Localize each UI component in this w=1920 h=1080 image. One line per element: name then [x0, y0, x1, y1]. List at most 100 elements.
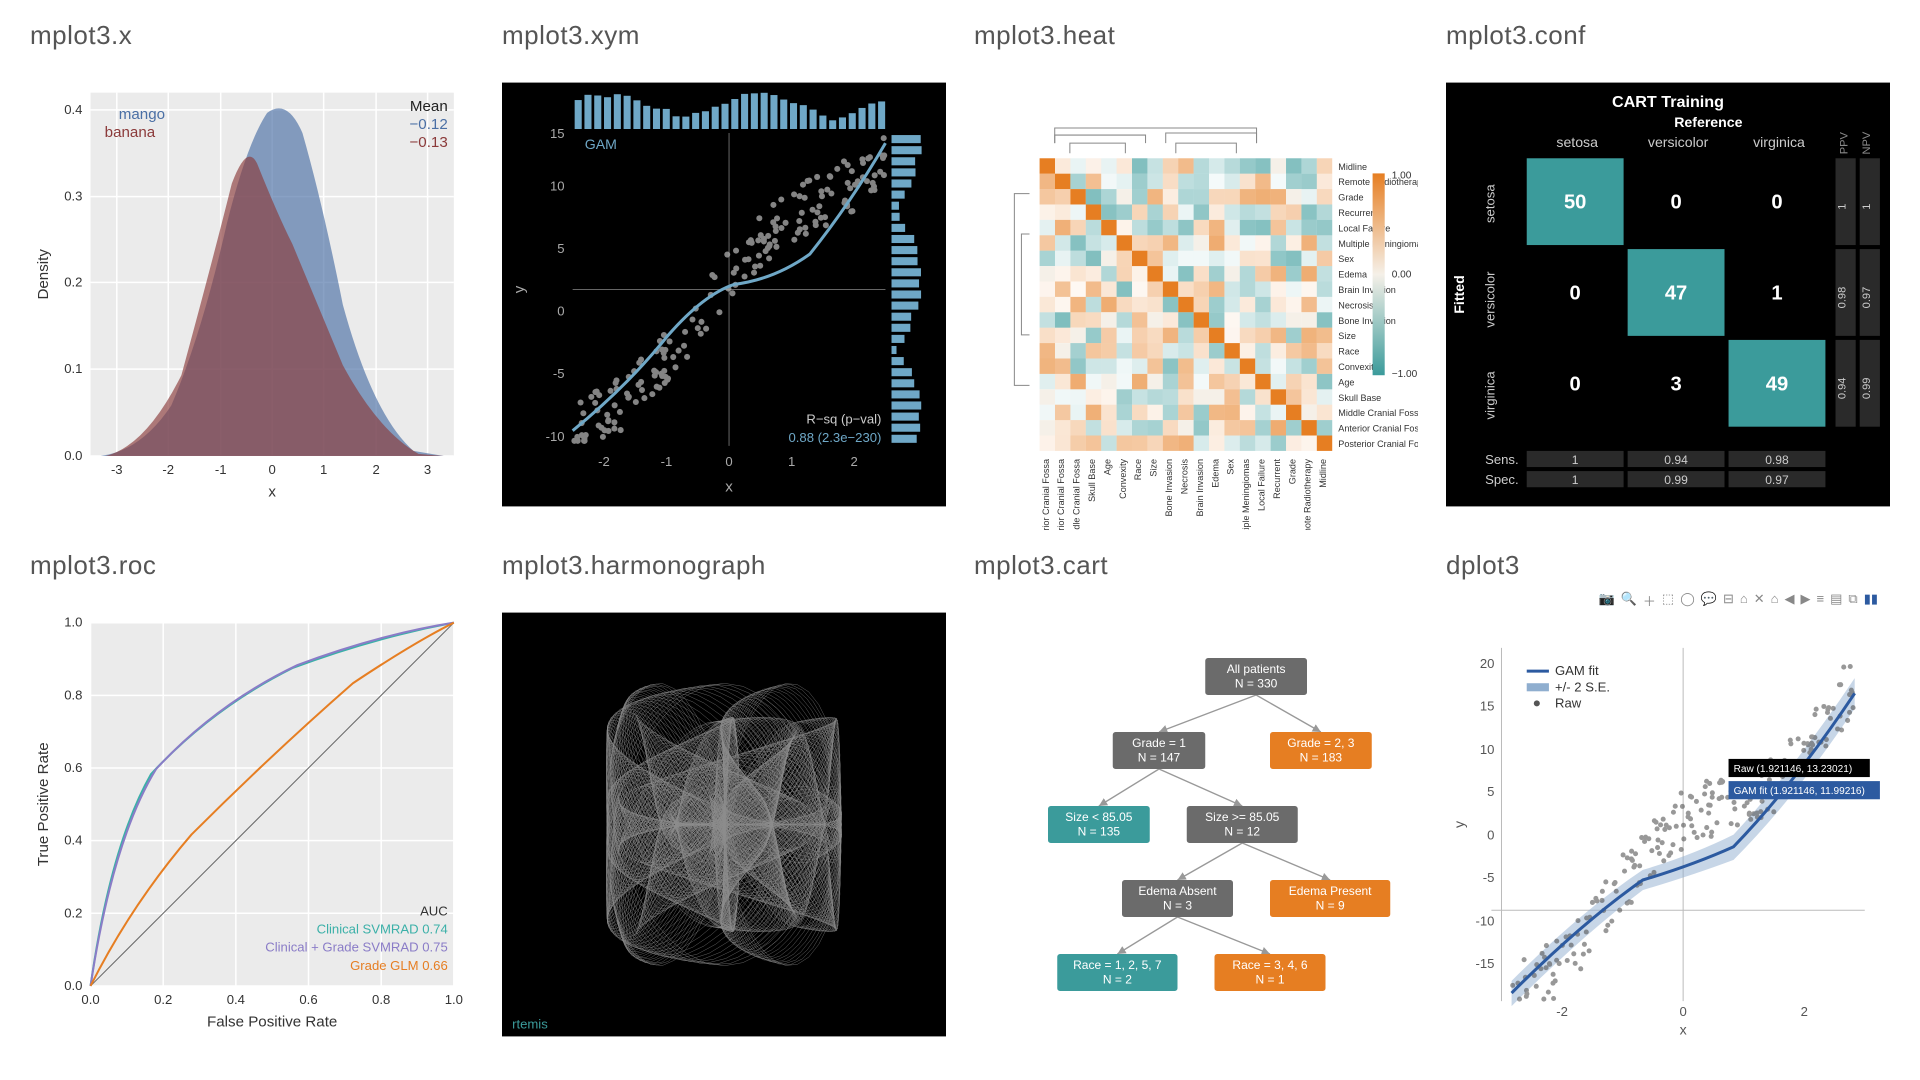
- svg-text:GAM: GAM: [585, 136, 617, 152]
- svg-text:Fitted: Fitted: [1451, 275, 1467, 313]
- svg-text:setosa: setosa: [1482, 184, 1497, 223]
- svg-text:0.2: 0.2: [64, 274, 82, 289]
- svg-text:False Positive Rate: False Positive Rate: [207, 1013, 337, 1030]
- svg-text:0.94: 0.94: [1837, 378, 1849, 400]
- svg-text:True Positive Rate: True Positive Rate: [35, 742, 52, 866]
- select-icon[interactable]: ⬚: [1662, 591, 1674, 610]
- svg-text:47: 47: [1665, 283, 1687, 305]
- svg-text:Edema: Edema: [1210, 458, 1220, 488]
- roc-svg: 0.00.2 0.40.6 0.81.0 0.00.2 0.40.6 0.81.…: [30, 589, 474, 1060]
- svg-text:1: 1: [1572, 473, 1579, 487]
- svg-text:0.98: 0.98: [1765, 453, 1789, 467]
- svg-text:Grade: Grade: [1287, 459, 1297, 484]
- svg-text:1: 1: [1771, 283, 1782, 305]
- svg-text:Recurrent: Recurrent: [1272, 459, 1282, 499]
- svg-text:Posterior Cranial Fossa: Posterior Cranial Fossa: [1041, 458, 1051, 530]
- svg-text:Posterior Cranial Fossa: Posterior Cranial Fossa: [1338, 439, 1418, 449]
- svg-text:rtemis: rtemis: [512, 1016, 548, 1031]
- title-roc: mplot3.roc: [30, 550, 474, 581]
- svg-text:0.99: 0.99: [1861, 378, 1873, 400]
- svg-text:N = 2: N = 2: [1103, 973, 1132, 987]
- svg-text:virginica: virginica: [1753, 134, 1805, 150]
- svg-text:versicolor: versicolor: [1482, 271, 1497, 328]
- svg-text:Grade: Grade: [1338, 193, 1363, 203]
- svg-text:setosa: setosa: [1556, 134, 1598, 150]
- svg-text:3: 3: [1670, 373, 1681, 395]
- svg-text:Spec.: Spec.: [1485, 472, 1519, 487]
- svg-text:0.1: 0.1: [64, 361, 82, 376]
- svg-text:0.2: 0.2: [154, 992, 172, 1007]
- svg-text:Reference: Reference: [1674, 114, 1742, 130]
- camera-icon[interactable]: 📷: [1599, 591, 1615, 610]
- svg-text:GAM fit (1.921146, 11.99216): GAM fit (1.921146, 11.99216): [1734, 786, 1865, 797]
- svg-text:0.6: 0.6: [299, 992, 317, 1007]
- svg-text:Sex: Sex: [1338, 254, 1354, 264]
- svg-text:N = 9: N = 9: [1316, 899, 1345, 913]
- svg-text:0.98: 0.98: [1837, 287, 1849, 309]
- svg-text:-10: -10: [1475, 913, 1494, 928]
- home-icon[interactable]: ⌂: [1740, 591, 1748, 610]
- svg-text:Recurrent: Recurrent: [1338, 208, 1378, 218]
- lasso-icon[interactable]: ◯: [1680, 591, 1695, 610]
- chart-grid: mplot3.x: [30, 20, 1890, 1060]
- title-cart: mplot3.cart: [974, 550, 1418, 581]
- svg-text:Bone Invasion: Bone Invasion: [1164, 459, 1174, 517]
- svg-text:5: 5: [1487, 784, 1494, 799]
- svg-text:3: 3: [424, 462, 431, 477]
- svg-text:0.4: 0.4: [64, 833, 82, 848]
- svg-text:Grade = 1: Grade = 1: [1132, 736, 1186, 750]
- svg-text:0.88 (2.3e−230): 0.88 (2.3e−230): [788, 430, 881, 445]
- svg-text:0: 0: [1487, 828, 1494, 843]
- svg-text:Midline: Midline: [1318, 459, 1328, 488]
- svg-text:Raw (1.921146, 13.23021): Raw (1.921146, 13.23021): [1734, 764, 1853, 775]
- bars-icon[interactable]: ▮▮: [1864, 591, 1878, 610]
- svg-text:PPV: PPV: [1839, 131, 1851, 154]
- svg-text:1.00: 1.00: [1392, 170, 1412, 181]
- svg-text:Raw: Raw: [1555, 695, 1582, 710]
- svg-text:0.3: 0.3: [64, 189, 82, 204]
- svg-text:x: x: [268, 483, 276, 500]
- svg-text:-2: -2: [1556, 1004, 1568, 1019]
- title-density: mplot3.x: [30, 20, 474, 51]
- layers-icon[interactable]: ≡: [1817, 591, 1825, 610]
- chat-icon[interactable]: 💬: [1701, 591, 1717, 610]
- cross-icon[interactable]: ✕: [1754, 591, 1765, 610]
- zoom-icon[interactable]: 🔍: [1621, 591, 1637, 610]
- stack-icon[interactable]: ▤: [1830, 591, 1842, 610]
- density-svg: 0.0 0.1 0.2 0.3 0.4 -3-2 -10 12 3 x Dens…: [30, 59, 474, 530]
- svg-text:0: 0: [1570, 373, 1581, 395]
- compress-icon[interactable]: ⊟: [1723, 591, 1734, 610]
- svg-text:Race = 3, 4, 6: Race = 3, 4, 6: [1232, 958, 1307, 972]
- svg-text:0: 0: [725, 454, 732, 469]
- svg-text:-5: -5: [1483, 870, 1495, 885]
- svg-text:0: 0: [1771, 192, 1782, 214]
- plus-icon[interactable]: ＋: [1643, 591, 1656, 610]
- home2-icon[interactable]: ⌂: [1771, 591, 1779, 610]
- svg-text:1: 1: [320, 462, 327, 477]
- svg-text:0: 0: [1570, 283, 1581, 305]
- copy-icon[interactable]: ⧉: [1848, 591, 1857, 610]
- svg-text:20: 20: [1480, 656, 1495, 671]
- svg-text:0.8: 0.8: [64, 687, 82, 702]
- panel-xym: mplot3.xym -2-1: [502, 20, 946, 530]
- svg-text:Grade GLM 0.66: Grade GLM 0.66: [350, 958, 448, 973]
- title-conf: mplot3.conf: [1446, 20, 1890, 51]
- svg-text:10: 10: [550, 179, 565, 194]
- svg-text:0.2: 0.2: [64, 905, 82, 920]
- svg-text:−0.13: −0.13: [409, 134, 447, 151]
- svg-text:Race: Race: [1338, 347, 1359, 357]
- svg-text:0: 0: [557, 304, 564, 319]
- svg-text:AUC: AUC: [420, 903, 448, 918]
- conf-svg: CART Training Reference setosa versicolo…: [1446, 59, 1890, 530]
- svg-text:-3: -3: [111, 462, 123, 477]
- svg-text:10: 10: [1480, 742, 1495, 757]
- svg-text:y: y: [511, 285, 528, 293]
- harmono-svg: rtemis: [502, 589, 946, 1060]
- svg-text:15: 15: [550, 126, 565, 141]
- svg-text:0.97: 0.97: [1861, 287, 1873, 309]
- panel-conf: mplot3.conf CART Training Reference seto…: [1446, 20, 1890, 530]
- right-icon[interactable]: ▶: [1801, 591, 1811, 610]
- left-icon[interactable]: ◀: [1785, 591, 1795, 610]
- title-heat: mplot3.heat: [974, 20, 1418, 51]
- svg-text:1: 1: [1861, 204, 1873, 210]
